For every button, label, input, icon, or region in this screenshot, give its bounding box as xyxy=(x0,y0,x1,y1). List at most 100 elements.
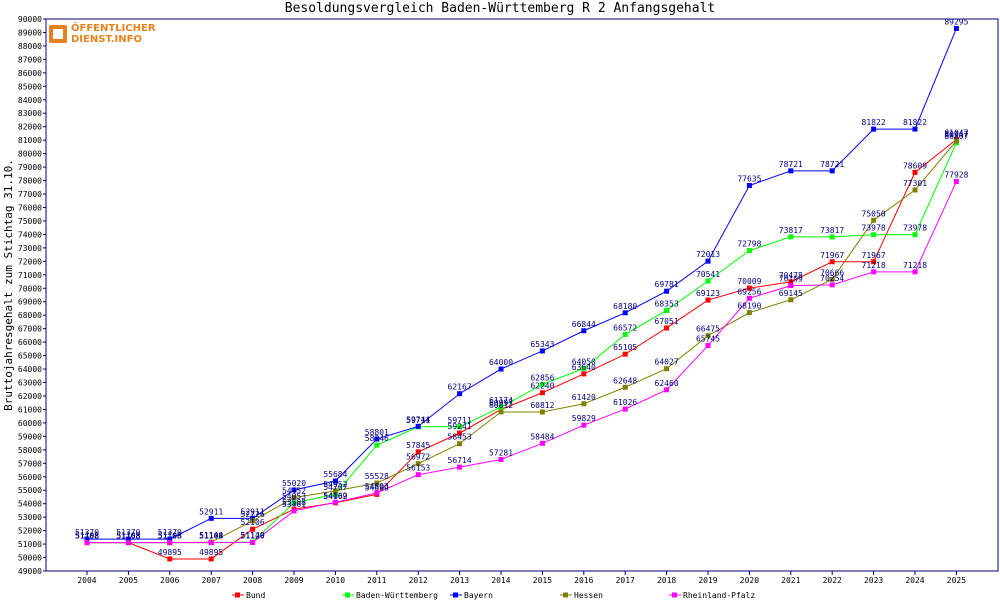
data-point xyxy=(871,217,877,223)
legend-label: Rheinland-Pfalz xyxy=(683,591,755,600)
data-label: 58346 xyxy=(365,434,389,443)
data-label: 51108 xyxy=(158,532,182,541)
data-point xyxy=(622,351,628,357)
data-point xyxy=(167,536,173,542)
y-tick-label: 69000 xyxy=(18,298,42,307)
data-label: 52726 xyxy=(241,510,265,519)
x-tick-label: 2004 xyxy=(77,576,96,585)
data-label: 81047 xyxy=(944,129,968,138)
y-tick-label: 60000 xyxy=(18,419,42,428)
data-point xyxy=(705,333,711,339)
data-label: 59711 xyxy=(448,416,472,425)
data-label: 73817 xyxy=(779,226,803,235)
data-label: 68353 xyxy=(655,299,679,308)
y-tick-label: 63000 xyxy=(18,379,42,388)
data-label: 51370 xyxy=(158,528,182,537)
data-point xyxy=(705,343,711,349)
data-label: 54452 xyxy=(282,487,306,496)
data-point xyxy=(415,472,421,478)
x-tick-label: 2018 xyxy=(657,576,676,585)
data-point xyxy=(332,491,338,497)
data-label: 51108 xyxy=(158,532,182,541)
y-tick-label: 68000 xyxy=(18,311,42,320)
data-point xyxy=(332,478,338,484)
data-label: 49895 xyxy=(158,548,182,557)
logo-mark-icon xyxy=(49,25,67,43)
data-point xyxy=(498,457,504,463)
series-line xyxy=(87,28,957,540)
y-tick-label: 51000 xyxy=(18,540,42,549)
data-label: 71218 xyxy=(903,261,927,270)
data-label: 61174 xyxy=(489,396,513,405)
y-tick-label: 74000 xyxy=(18,230,42,239)
data-label: 51108 xyxy=(75,532,99,541)
data-label: 69145 xyxy=(779,289,803,298)
data-label: 61420 xyxy=(572,393,596,402)
data-label: 52106 xyxy=(241,518,265,527)
data-label: 57845 xyxy=(406,441,430,450)
y-tick-label: 72000 xyxy=(18,257,42,266)
data-label: 62460 xyxy=(655,379,679,388)
data-point xyxy=(539,440,545,446)
data-point xyxy=(664,366,670,372)
data-label: 73978 xyxy=(903,224,927,233)
data-point xyxy=(539,348,545,354)
data-label: 69256 xyxy=(737,287,761,296)
y-tick-label: 58000 xyxy=(18,446,42,455)
data-point xyxy=(788,279,794,285)
data-point xyxy=(291,487,297,493)
data-point xyxy=(167,540,173,546)
x-tick-label: 2025 xyxy=(947,576,966,585)
data-point xyxy=(788,234,794,240)
data-label: 58453 xyxy=(448,433,472,442)
data-labels-bayern: 51370 51370 51370 52911 52911 55020 55684 58801… xyxy=(75,17,969,537)
data-point xyxy=(374,442,380,448)
data-label: 78609 xyxy=(903,161,927,170)
data-point xyxy=(871,269,877,275)
data-point xyxy=(746,285,752,291)
data-point xyxy=(125,536,131,542)
data-point xyxy=(829,234,835,240)
data-label: 51108 xyxy=(75,532,99,541)
data-point xyxy=(415,449,421,455)
data-label: 51108 xyxy=(75,532,99,541)
data-label: 51108 xyxy=(116,532,140,541)
data-label: 67051 xyxy=(655,317,679,326)
data-label: 51144 xyxy=(199,531,223,540)
legend-label: Bayern xyxy=(464,591,493,600)
data-point xyxy=(664,288,670,294)
legend-marker xyxy=(563,592,568,598)
data-label: 65105 xyxy=(613,343,637,352)
data-label: 54053 xyxy=(282,492,306,501)
data-label: 75050 xyxy=(862,209,886,218)
data-label: 68190 xyxy=(737,302,761,311)
x-tick-label: 2006 xyxy=(160,576,179,585)
data-point xyxy=(374,490,380,496)
data-label: 70666 xyxy=(820,268,844,277)
data-label: 59829 xyxy=(572,414,596,423)
data-point xyxy=(871,126,877,132)
data-point xyxy=(498,409,504,415)
data-label: 59744 xyxy=(406,415,430,424)
data-point xyxy=(912,126,918,132)
data-point xyxy=(664,307,670,313)
data-point xyxy=(788,283,794,289)
series-line xyxy=(87,142,957,544)
y-tick-label: 56000 xyxy=(18,473,42,482)
y-tick-label: 88000 xyxy=(18,42,42,51)
legend-item: Bund xyxy=(232,591,265,600)
y-tick-label: 57000 xyxy=(18,459,42,468)
legend-item: Baden-Württemberg xyxy=(342,591,438,600)
data-label: 53461 xyxy=(282,500,306,509)
x-tick-label: 2024 xyxy=(905,576,924,585)
data-point xyxy=(664,387,670,393)
data-label: 64050 xyxy=(572,357,596,366)
y-axis-label: Bruttojahresgehalt zum Stichtag 31.10. xyxy=(2,159,15,411)
data-point xyxy=(746,182,752,188)
data-point xyxy=(539,381,545,387)
data-label: 54952 xyxy=(323,480,347,489)
data-point xyxy=(457,424,463,430)
x-axis-ticks: 2004 2005 2006 2007 2008 2009 2010 2011 2012 2013… xyxy=(77,571,966,585)
data-label: 51370 xyxy=(75,528,99,537)
data-label: 60812 xyxy=(530,401,554,410)
